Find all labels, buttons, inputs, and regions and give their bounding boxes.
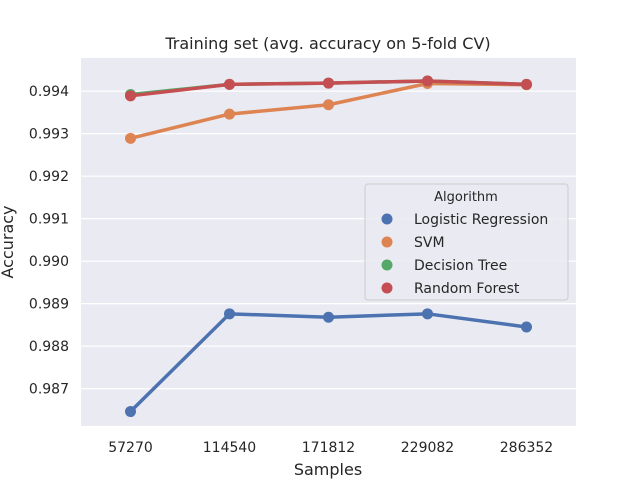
- y-tick-label: 0.987: [29, 382, 69, 398]
- data-point: [521, 78, 532, 90]
- y-tick-label: 0.990: [29, 254, 69, 270]
- y-tick-label: 0.993: [29, 127, 69, 143]
- legend-marker: [381, 236, 393, 248]
- data-point: [323, 99, 334, 111]
- y-axis-ticks: 0.987 0.988 0.989 0.990 0.991 0.992 0.993 0.994: [29, 84, 69, 397]
- legend-entry: Random Forest: [414, 281, 520, 297]
- legend-box: [364, 183, 569, 301]
- legend-marker: [381, 259, 393, 271]
- legend-marker: [381, 213, 393, 225]
- chart-title: Training set (avg. accuracy on 5-fold CV…: [164, 34, 490, 53]
- legend: Algorithm Logistic Regression SVM Decision…: [364, 183, 569, 301]
- legend-entry: Logistic Regression: [414, 212, 548, 228]
- data-point: [323, 311, 334, 323]
- y-axis-label: Accuracy: [0, 205, 17, 278]
- data-point: [422, 308, 433, 320]
- legend-entry: Decision Tree: [414, 258, 507, 274]
- y-tick-label: 0.992: [29, 169, 69, 185]
- legend-marker: [381, 282, 393, 294]
- series: [125, 75, 532, 102]
- series: [125, 308, 532, 418]
- y-tick-label: 0.989: [29, 297, 69, 313]
- y-tick-label: 0.988: [29, 339, 69, 355]
- data-point: [224, 308, 235, 320]
- x-axis-ticks: 57270 114540 171812 229082 286352: [108, 440, 553, 456]
- x-tick-label: 286352: [500, 440, 553, 456]
- y-tick-label: 0.994: [29, 84, 69, 100]
- y-tick-label: 0.991: [29, 212, 69, 228]
- data-point: [125, 90, 136, 102]
- data-point: [125, 406, 136, 418]
- x-tick-label: 171812: [302, 440, 355, 456]
- x-axis-label: Samples: [294, 460, 362, 479]
- data-point: [224, 108, 235, 120]
- x-tick-label: 57270: [108, 440, 153, 456]
- x-tick-label: 229082: [401, 440, 454, 456]
- data-point: [521, 321, 532, 333]
- data-point: [125, 132, 136, 144]
- x-tick-label: 114540: [203, 440, 256, 456]
- data-point: [422, 75, 433, 87]
- legend-title: Algorithm: [434, 190, 498, 205]
- series-layer: [125, 75, 532, 418]
- legend-entry: SVM: [414, 235, 445, 251]
- data-point: [224, 78, 235, 90]
- data-point: [323, 77, 334, 89]
